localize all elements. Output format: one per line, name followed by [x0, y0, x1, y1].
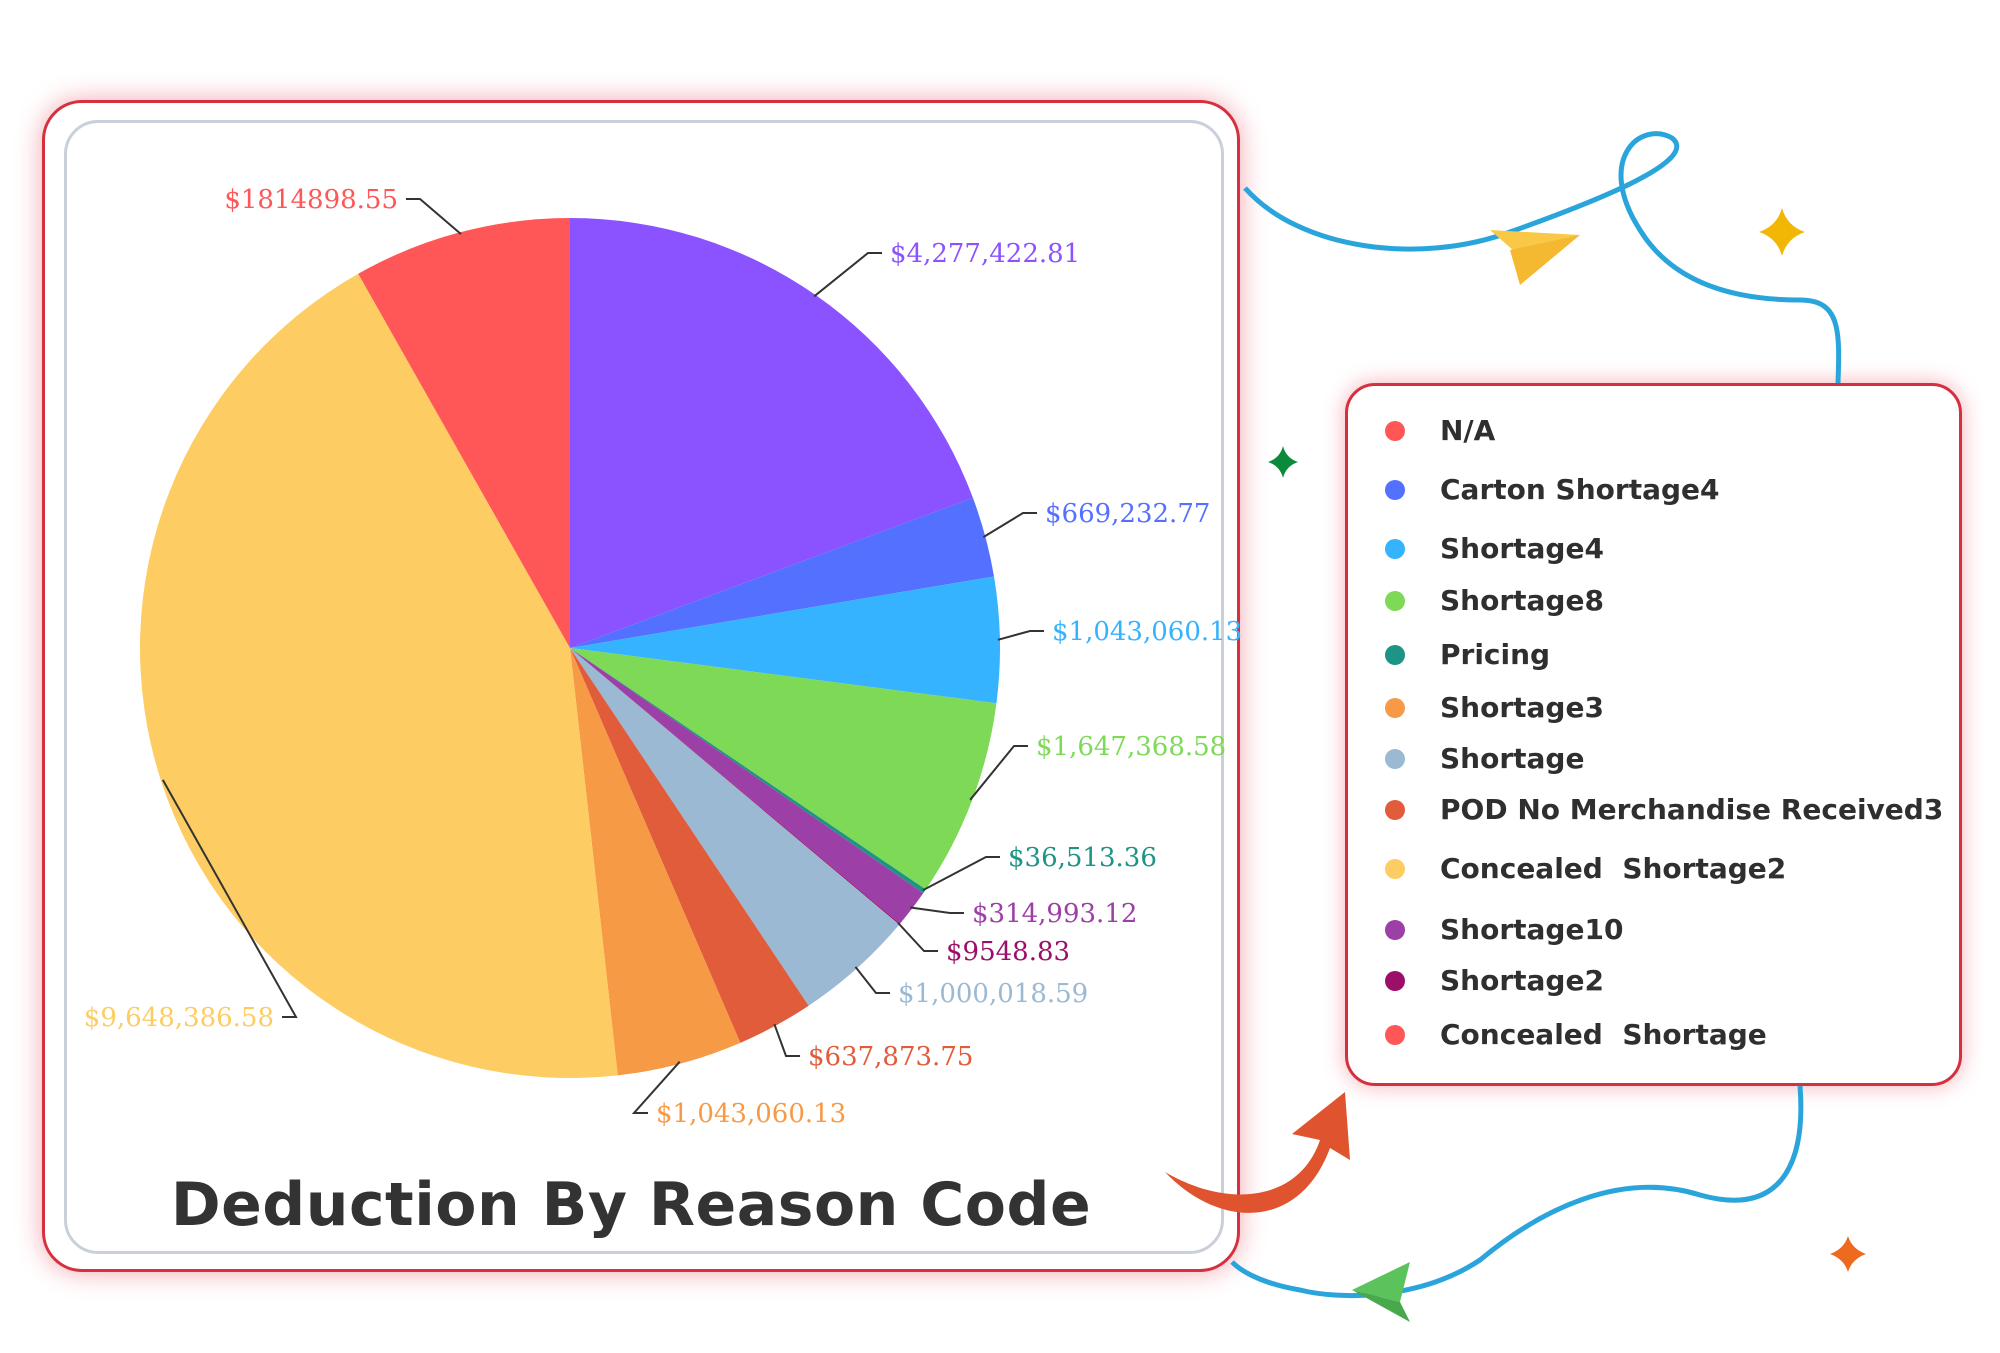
legend-item: Pricing [1385, 638, 1550, 671]
legend-item: POD No Merchandise Received3 [1385, 793, 1943, 826]
legend-dot-icon [1385, 479, 1405, 500]
leader-line [910, 906, 964, 914]
leader-line [922, 856, 1000, 892]
legend-label: Pricing [1440, 638, 1551, 671]
pie-slice [570, 576, 1001, 704]
legend-dot-icon [1385, 697, 1405, 718]
leader-line [813, 252, 882, 298]
legend-dot-icon [1385, 970, 1405, 991]
leader-line [897, 922, 938, 952]
leader-line [406, 198, 462, 235]
legend-dot-icon [1385, 420, 1405, 441]
pie-slice [140, 273, 618, 1079]
leader-line [161, 779, 298, 1018]
legend-label: Carton Shortage4 [1440, 473, 1720, 506]
legend-dot-icon [1385, 590, 1405, 611]
leader-line [982, 512, 1037, 538]
data-label: $1814898.55 [224, 185, 398, 215]
leader-line [854, 966, 890, 994]
legend-card [1345, 383, 1962, 1086]
pie-slice [570, 218, 973, 648]
legend-item: Shortage4 [1385, 532, 1604, 565]
legend-item: Shortage [1385, 742, 1584, 775]
leader-line [997, 630, 1044, 641]
legend-label: Concealed Shortage [1440, 1018, 1767, 1051]
data-label: $4,277,422.81 [890, 239, 1080, 269]
legend-label: Shortage [1440, 742, 1585, 775]
leader-line [969, 745, 1028, 801]
leader-line [773, 1023, 800, 1057]
legend-label: Shortage10 [1440, 913, 1624, 946]
pie-leader-lines [161, 198, 1044, 1114]
data-label: $637,873.75 [808, 1042, 973, 1072]
pie-slice [358, 218, 570, 648]
pie-slice [570, 648, 741, 1076]
legend-dot-icon [1385, 748, 1405, 769]
legend-label: Shortage2 [1440, 964, 1604, 997]
pie-slice [570, 648, 809, 1043]
chart-inner-frame [64, 120, 1224, 1254]
legend-item: Concealed Shortage2 [1385, 852, 1786, 885]
legend-item: Carton Shortage4 [1385, 473, 1720, 506]
pie-slice [570, 648, 924, 924]
pie-slice [570, 497, 995, 648]
legend-label: Shortage8 [1440, 584, 1604, 617]
legend-item: N/A [1385, 414, 1495, 447]
legend-label: Concealed Shortage2 [1440, 852, 1787, 885]
pie-data-labels: $4,277,422.81 $669,232.77 $1,043,060.13 $1,… [84, 185, 1242, 1129]
pie-slice [570, 648, 997, 890]
pie-slices [140, 218, 1001, 1079]
data-label: $1,000,018.59 [898, 979, 1088, 1009]
legend-label: POD No Merchandise Received3 [1440, 793, 1944, 826]
legend-dot-icon [1385, 799, 1405, 820]
data-label: $1,647,368.58 [1036, 732, 1226, 762]
legend-dot-icon [1385, 919, 1405, 940]
legend-item: Shortage2 [1385, 964, 1604, 997]
chart-title: Deduction By Reason Code [170, 1170, 1092, 1240]
legend-dot-icon [1385, 644, 1405, 665]
data-label: $314,993.12 [972, 899, 1137, 929]
data-label: $9548.83 [946, 937, 1070, 967]
legend-label: N/A [1440, 414, 1496, 447]
pie-slice [570, 648, 926, 894]
legend-dot-icon [1385, 1024, 1405, 1045]
data-label: $9,648,386.58 [84, 1003, 274, 1033]
legend-item: Shortage3 [1385, 691, 1604, 724]
data-label: $1,043,060.13 [1052, 617, 1242, 647]
legend-dot-icon [1385, 858, 1405, 879]
leader-line [631, 1061, 681, 1114]
data-label: $36,513.36 [1008, 843, 1157, 873]
legend-label: Shortage3 [1440, 691, 1604, 724]
legend-dot-icon [1385, 538, 1405, 559]
legend-item: Shortage8 [1385, 584, 1604, 617]
legend-item: Shortage10 [1385, 913, 1623, 946]
pie-slice [570, 648, 900, 1006]
data-label: $669,232.77 [1045, 499, 1210, 529]
legend-label: Shortage4 [1440, 532, 1604, 565]
legend-item: Concealed Shortage [1385, 1018, 1767, 1051]
pie-slice [570, 648, 900, 925]
data-label: $1,043,060.13 [656, 1099, 846, 1129]
